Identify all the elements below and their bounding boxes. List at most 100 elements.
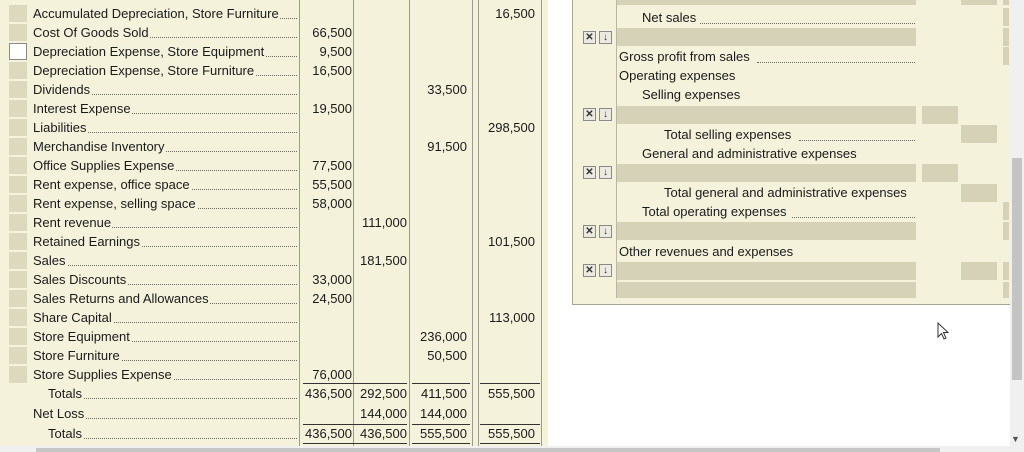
account-label: Store Equipment: [33, 329, 131, 344]
row-select-checkbox[interactable]: [9, 309, 27, 326]
entry-cell[interactable]: [617, 0, 916, 5]
amount-cell[interactable]: [961, 184, 997, 202]
row-select-checkbox[interactable]: [9, 252, 27, 269]
dot-leader: [33, 265, 297, 266]
amount-cell[interactable]: [922, 106, 958, 124]
amount-c1: 76,000: [312, 367, 352, 382]
scroll-down-arrow-icon[interactable]: ▼: [1011, 434, 1020, 444]
row-select-checkbox[interactable]: [9, 214, 27, 231]
account-label: Sales Returns and Allowances: [33, 291, 210, 306]
worksheet-row: Depreciation Expense, Store Furniture 16,…: [0, 61, 548, 80]
amount-c3: [410, 308, 467, 327]
row-select-checkbox[interactable]: [9, 366, 27, 383]
amount-cell[interactable]: [1003, 28, 1009, 46]
remove-row-icon[interactable]: ✕: [583, 108, 596, 121]
amount-c4: [478, 80, 535, 99]
amount-cell[interactable]: [1003, 262, 1009, 280]
amount-c4: [478, 251, 535, 270]
account-label: Depreciation Expense, Store Equipment: [33, 44, 266, 59]
insert-row-icon[interactable]: ↓: [599, 225, 612, 238]
column-divider: [616, 0, 617, 298]
dot-leader: [33, 113, 297, 114]
row-select-checkbox[interactable]: [9, 290, 27, 307]
amount-c1: [300, 404, 352, 423]
amount-cell[interactable]: [961, 262, 997, 280]
net-loss-row: Net Loss 144,000 144,000: [0, 404, 548, 423]
account-label: Rent expense, office space: [33, 177, 191, 192]
double-rule: [303, 443, 407, 444]
account-name: Rent expense, office space: [33, 175, 297, 194]
dot-leader: [700, 23, 915, 24]
column-divider: [478, 0, 479, 446]
amount-c2: [354, 4, 407, 23]
row-select-checkbox[interactable]: [9, 347, 27, 364]
row-select-checkbox[interactable]: [9, 176, 27, 193]
amount-cell[interactable]: [1003, 8, 1009, 26]
amount-cell[interactable]: [961, 0, 997, 5]
worksheet-row: Sales Discounts 33,000: [0, 270, 548, 289]
dot-leader: [792, 217, 915, 218]
insert-row-icon[interactable]: ↓: [599, 264, 612, 277]
column-divider: [472, 0, 473, 446]
totals-rule: [303, 424, 407, 425]
amount-cell[interactable]: [1003, 282, 1009, 298]
amount-cell[interactable]: [961, 125, 997, 143]
account-label: Cost Of Goods Sold: [33, 25, 150, 40]
vertical-scroll-thumb[interactable]: [1012, 158, 1022, 380]
account-label: Accumulated Depreciation, Store Furnitur…: [33, 6, 280, 21]
amount-c2: 292,500: [360, 386, 407, 401]
row-select-checkbox[interactable]: [9, 62, 27, 79]
remove-row-icon[interactable]: ✕: [583, 31, 596, 44]
entry-cell[interactable]: [617, 28, 916, 46]
amount-c4: [478, 175, 535, 194]
entry-cell[interactable]: [617, 164, 916, 182]
income-statement-panel: Net sales ✕ ↓ Gross profit from sales Op…: [572, 0, 1010, 305]
entry-cell[interactable]: [617, 262, 916, 280]
insert-row-icon[interactable]: ↓: [599, 166, 612, 179]
account-label: Sales Discounts: [33, 272, 128, 287]
amount-cell[interactable]: [922, 164, 958, 182]
entry-cell[interactable]: [617, 282, 916, 298]
amount-c3: [410, 213, 467, 232]
amount-c3: [410, 232, 467, 251]
amount-cell[interactable]: [1003, 47, 1009, 65]
row-select-checkbox[interactable]: [9, 5, 27, 22]
entry-cell[interactable]: [617, 106, 916, 124]
row-select-checkbox[interactable]: [9, 233, 27, 250]
amount-cell[interactable]: [1003, 0, 1009, 5]
amount-c2: [354, 327, 407, 346]
row-select-checkbox[interactable]: [9, 24, 27, 41]
worksheet-row: Liabilities 298,500: [0, 118, 548, 137]
remove-row-icon[interactable]: ✕: [583, 225, 596, 238]
row-select-checkbox[interactable]: [9, 195, 27, 212]
worksheet-row: Office Supplies Expense 77,500: [0, 156, 548, 175]
amount-c3: 555,500: [420, 426, 467, 441]
row-select-checkbox[interactable]: [9, 81, 27, 98]
row-select-checkbox[interactable]: [9, 100, 27, 117]
row-select-checkbox[interactable]: [9, 328, 27, 345]
row-select-checkbox[interactable]: [9, 43, 27, 60]
row-select-checkbox[interactable]: [9, 119, 27, 136]
account-label: Share Capital: [33, 310, 113, 325]
amount-cell[interactable]: [1003, 202, 1009, 220]
remove-row-icon[interactable]: ✕: [583, 166, 596, 179]
remove-row-icon[interactable]: ✕: [583, 264, 596, 277]
entry-cell[interactable]: [617, 222, 916, 240]
amount-c1: 436,500: [305, 386, 352, 401]
amount-c1: [300, 308, 352, 327]
amount-c4: [478, 346, 535, 365]
row-select-checkbox[interactable]: [9, 157, 27, 174]
amount-c3: [410, 289, 467, 308]
worksheet-row: Rent expense, selling space 58,000: [0, 194, 548, 213]
account-name: Rent revenue: [33, 213, 297, 232]
account-name: Accumulated Depreciation, Store Furnitur…: [33, 4, 297, 23]
amount-c2: [354, 346, 407, 365]
row-select-checkbox[interactable]: [9, 138, 27, 155]
row-select-checkbox[interactable]: [9, 271, 27, 288]
insert-row-icon[interactable]: ↓: [599, 108, 612, 121]
insert-row-icon[interactable]: ↓: [599, 31, 612, 44]
amount-c3: 50,500: [427, 348, 467, 363]
amount-cell[interactable]: [1003, 222, 1009, 240]
account-name: Cost Of Goods Sold: [33, 23, 297, 42]
horizontal-scroll-thumb[interactable]: [36, 448, 940, 452]
